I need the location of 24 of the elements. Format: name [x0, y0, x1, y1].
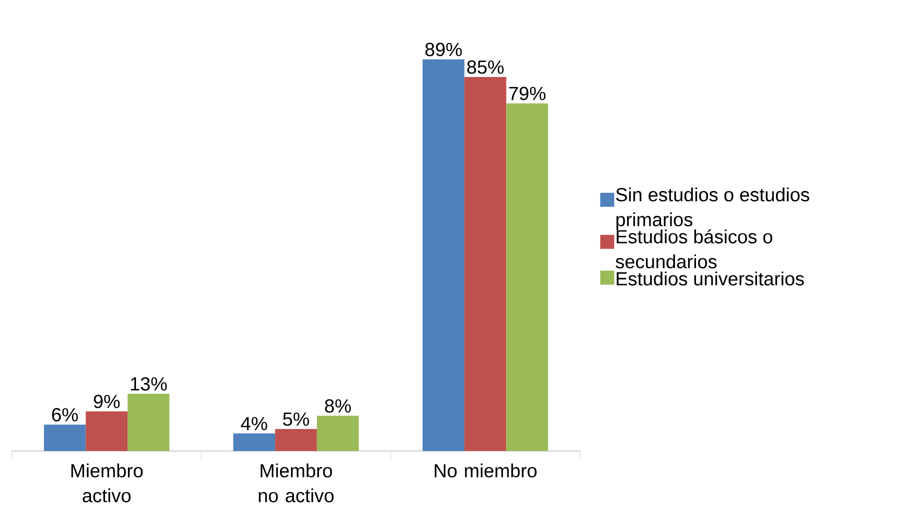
- bar: [464, 76, 506, 451]
- bar: [128, 394, 170, 451]
- data-label: 89%: [425, 42, 462, 56]
- x-tick-label: Miembro activo: [71, 464, 143, 502]
- legend-label: Sin estudios o estudios primarios: [616, 187, 810, 230]
- data-label: 9%: [94, 394, 120, 408]
- bar: [275, 429, 317, 451]
- bar: [86, 411, 128, 451]
- bar: [44, 424, 86, 451]
- data-label: 5%: [283, 412, 310, 426]
- bar: [233, 433, 276, 451]
- bar: [506, 103, 548, 451]
- data-label: 8%: [324, 399, 351, 413]
- data-label: 79%: [509, 86, 546, 100]
- x-tick-label: Miembro no activo: [258, 464, 334, 502]
- bar: [316, 416, 359, 451]
- data-label: 13%: [131, 377, 167, 391]
- x-tick-label: No miembro: [434, 464, 537, 478]
- legend-label: Estudios básicos o secundarios: [616, 229, 772, 268]
- legend-label: Estudios universitarios: [616, 272, 804, 286]
- data-label: 6%: [52, 408, 78, 422]
- data-label: 85%: [467, 60, 504, 74]
- bar: [422, 59, 464, 451]
- data-label: 4%: [240, 416, 268, 430]
